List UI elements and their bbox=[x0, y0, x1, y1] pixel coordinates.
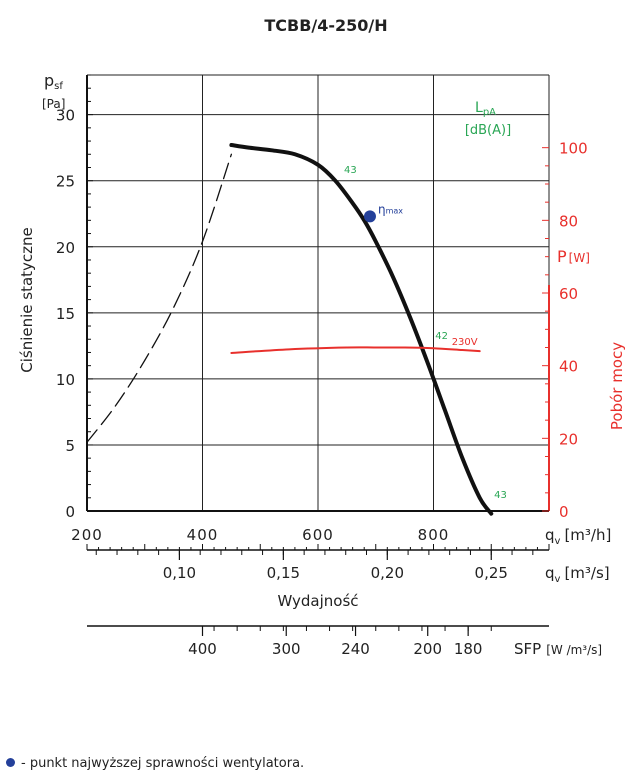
chart-title: TCBB/4-250/H bbox=[264, 16, 387, 35]
x-axis-unit-m3h: qv [m³/h] bbox=[545, 526, 611, 547]
y2-tick-label: 80 bbox=[559, 212, 578, 230]
y2-tick-label: 40 bbox=[559, 358, 578, 376]
sfp-tick-label: 400 bbox=[188, 640, 217, 658]
y-tick-label: 30 bbox=[56, 107, 75, 125]
noise-level-label: 42 bbox=[435, 331, 448, 342]
y2-tick-label: 20 bbox=[559, 430, 578, 448]
x-axis-title: Wydajność bbox=[277, 592, 358, 610]
x-tick-label: 800 bbox=[418, 526, 450, 544]
y-axis-title: Ciśnienie statyczne bbox=[18, 227, 36, 373]
y-axis-symbol-main: p bbox=[44, 71, 54, 90]
y-tick-label: 5 bbox=[65, 437, 75, 455]
y-tick-label: 10 bbox=[56, 371, 75, 389]
sfp-label: SFP bbox=[514, 640, 541, 658]
lpa-symbol: LpA bbox=[475, 100, 496, 118]
x-tick-label: 600 bbox=[302, 526, 334, 544]
x-axis-symbol-sub: v bbox=[555, 536, 561, 547]
x-tick-label: 200 bbox=[71, 526, 103, 544]
x2-tick-label: 0,20 bbox=[371, 564, 404, 582]
eta-max-marker-icon bbox=[6, 758, 15, 767]
x-tick-label: 400 bbox=[187, 526, 219, 544]
noise-level-label: 43 bbox=[494, 490, 507, 501]
x2-tick-label: 0,25 bbox=[475, 564, 508, 582]
series-pressure-unstable bbox=[86, 153, 233, 443]
sfp-axis-title: SFP [W /m³/s] bbox=[514, 640, 602, 658]
y2-tick-label: 100 bbox=[559, 140, 588, 158]
y-axis-unit: [Pa] bbox=[42, 97, 65, 111]
sfp-tick-label: 180 bbox=[454, 640, 483, 658]
lpa-unit: [dB(A)] bbox=[465, 123, 511, 138]
lpa-symbol-main: L bbox=[475, 100, 483, 116]
x2-axis-unit-m3s: qv [m³/s] bbox=[545, 564, 610, 585]
x2-tick-label: 0,15 bbox=[267, 564, 300, 582]
y-axis-symbol-sub: sf bbox=[54, 81, 63, 92]
sfp-tick-label: 200 bbox=[413, 640, 442, 658]
x2-axis-symbol: q bbox=[545, 564, 555, 582]
x2-axis-symbol-sub: v bbox=[555, 574, 561, 585]
series-label-230v: 230V bbox=[452, 337, 478, 348]
noise-level-label: 43 bbox=[344, 165, 357, 176]
y-tick-label: 25 bbox=[56, 173, 75, 191]
y-tick-label: 15 bbox=[56, 305, 75, 323]
footnote-text: - punkt najwyższej sprawności wentylator… bbox=[21, 756, 305, 771]
x2-axis-unit: [m³/s] bbox=[564, 564, 609, 582]
x2-tick-label: 0,10 bbox=[163, 564, 196, 582]
x-axis-unit: [m³/h] bbox=[564, 526, 611, 544]
y-tick-label: 0 bbox=[65, 503, 75, 521]
y-axis-symbol: psf bbox=[44, 71, 63, 92]
lpa-symbol-sub: pA bbox=[483, 107, 496, 118]
sfp-tick-label: 240 bbox=[341, 640, 370, 658]
y2-tick-label: 60 bbox=[559, 285, 578, 303]
y2-axis-symbol: P [W] bbox=[557, 247, 590, 266]
eta-max-label: ηmax bbox=[378, 202, 403, 216]
x-axis-symbol: q bbox=[545, 526, 555, 544]
y2-axis-symbol-main: P bbox=[557, 247, 567, 266]
y2-axis-title: Pobór mocy bbox=[608, 342, 626, 430]
sfp-tick-label: 300 bbox=[272, 640, 301, 658]
y2-tick-label: 0 bbox=[559, 503, 569, 521]
footnote: - punkt najwyższej sprawności wentylator… bbox=[6, 756, 304, 771]
y2-axis-unit: [W] bbox=[569, 251, 590, 265]
y-tick-label: 20 bbox=[56, 239, 75, 257]
sfp-unit: [W /m³/s] bbox=[546, 643, 602, 657]
grid bbox=[86, 74, 550, 512]
tick-marks bbox=[86, 74, 550, 636]
eta-max-point bbox=[363, 210, 376, 223]
series-power bbox=[230, 346, 481, 354]
series-layer bbox=[86, 143, 494, 516]
series-pressure bbox=[229, 143, 494, 516]
